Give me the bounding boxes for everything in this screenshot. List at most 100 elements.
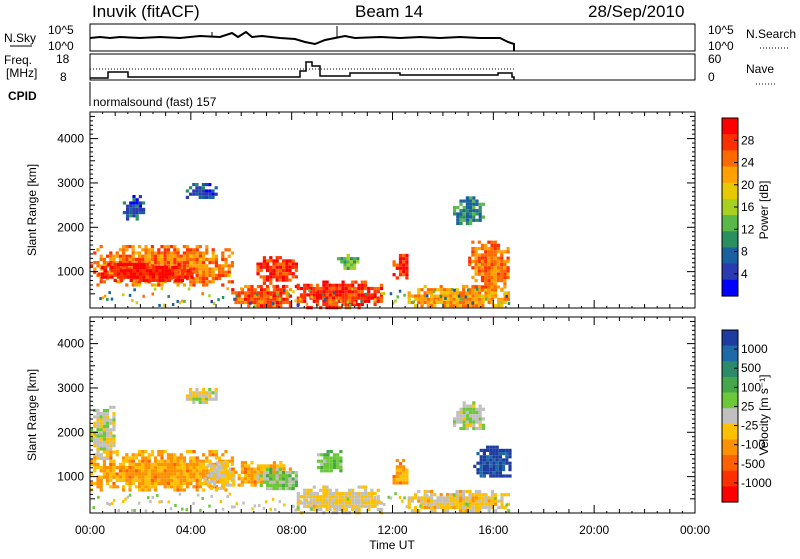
heat-cell-6 xyxy=(407,291,411,295)
heat-cell-8 xyxy=(495,445,499,449)
heat-cell-2 xyxy=(213,480,217,484)
heat-cell-0 xyxy=(163,261,167,265)
power-heatmap xyxy=(90,183,511,310)
heat-cell-0 xyxy=(128,261,132,265)
heat-cell-sparse xyxy=(335,299,338,303)
heat-cell-sparse xyxy=(503,292,506,296)
heat-cell-sparse xyxy=(124,497,127,501)
heat-cell-3 xyxy=(272,461,276,465)
heat-cell-7 xyxy=(423,496,427,500)
heat-cell-11 xyxy=(323,456,327,460)
heat-cell-9 xyxy=(189,186,193,190)
heat-cell-4 xyxy=(325,299,329,303)
heat-cell-5 xyxy=(405,253,409,258)
heat-cell-0 xyxy=(102,466,106,470)
heat-cell-1 xyxy=(96,412,100,416)
heat-cell-4 xyxy=(325,283,329,287)
heat-cell-11 xyxy=(340,260,344,264)
heat-cell-5 xyxy=(312,501,316,505)
heat-cell-sparse xyxy=(160,500,164,504)
heat-cell-7 xyxy=(484,275,488,279)
heat-cell-9 xyxy=(192,192,196,196)
heat-cell-0 xyxy=(173,472,177,476)
heat-cell-8 xyxy=(486,445,490,449)
heat-cell-7 xyxy=(439,499,443,503)
heat-cell-0 xyxy=(202,459,206,463)
heat-cell-7 xyxy=(468,489,472,494)
heat-cell-0 xyxy=(186,475,190,479)
heat-cell-4 xyxy=(354,296,358,300)
nsky-label: N.Sky xyxy=(4,31,36,45)
heat-cell-7 xyxy=(494,509,498,513)
heat-cell-0 xyxy=(138,450,142,454)
heat-cell-8 xyxy=(472,218,476,222)
heat-cell-2 xyxy=(247,297,251,301)
heat-cell-4 xyxy=(262,471,266,475)
heat-cell-2 xyxy=(276,288,280,292)
heat-cell-8 xyxy=(462,218,466,222)
heat-cell-10 xyxy=(205,397,209,401)
heat-cell-7 xyxy=(474,505,478,510)
heat-cell-0 xyxy=(147,472,151,476)
heat-cell-5 xyxy=(338,507,342,512)
heat-cell-2 xyxy=(263,291,267,295)
heat-cell-7 xyxy=(471,285,475,289)
heat-cell-1 xyxy=(152,266,156,270)
heat-cell-0 xyxy=(230,459,234,463)
heat-cell-4 xyxy=(285,477,289,481)
heat-cell-6 xyxy=(395,481,399,485)
heat-cell-0 xyxy=(166,257,170,261)
heat-cell-6 xyxy=(439,300,443,305)
heat-cell-6 xyxy=(455,291,459,295)
heat-cell-6 xyxy=(487,300,491,305)
heat-cell-0 xyxy=(218,264,222,268)
heat-cell-8 xyxy=(495,464,499,468)
heat-cell-0 xyxy=(182,478,186,482)
heat-cell-2 xyxy=(272,288,276,292)
heat-cell-0 xyxy=(147,261,151,265)
heat-cell-8 xyxy=(495,448,499,452)
heat-cell-sparse xyxy=(108,503,111,506)
heat-cell-1 xyxy=(106,418,110,422)
heat-cell-0 xyxy=(186,469,190,473)
y-tick-label: 1000 xyxy=(57,265,84,279)
heat-cell-5 xyxy=(363,488,368,492)
heat-cell-0 xyxy=(208,273,212,277)
heat-cell-0 xyxy=(205,245,209,249)
freq-label: Freq. xyxy=(4,53,32,67)
heat-cell-0 xyxy=(186,261,190,265)
heat-cell-0 xyxy=(173,248,177,252)
heat-cell-11 xyxy=(323,469,327,473)
heat-cell-4 xyxy=(278,471,282,475)
heat-cell-7 xyxy=(480,243,485,247)
heat-cell-7 xyxy=(490,259,494,263)
heat-cell-8 xyxy=(469,199,473,203)
heat-cell-1 xyxy=(109,431,113,435)
colorbar-frame xyxy=(721,329,739,503)
heat-cell-4 xyxy=(272,487,276,491)
heat-cell-7 xyxy=(449,493,453,497)
heat-cell-11 xyxy=(337,257,341,261)
heat-cell-9 xyxy=(478,407,482,411)
heat-cell-2 xyxy=(209,467,213,471)
heat-cell-1 xyxy=(116,272,120,276)
heat-cell-1 xyxy=(90,437,94,441)
heat-cell-6 xyxy=(430,291,434,295)
heat-cell-6 xyxy=(402,474,406,479)
heat-cell-8 xyxy=(486,464,490,468)
heat-cell-4 xyxy=(347,293,352,297)
heat-cell-sparse xyxy=(487,496,490,500)
heat-cell-0 xyxy=(118,254,122,258)
heat-cell-0 xyxy=(179,466,183,470)
heat-cell-7 xyxy=(487,269,491,273)
heat-cell-4 xyxy=(367,290,371,294)
heat-cell-0 xyxy=(131,251,135,255)
heat-cell-0 xyxy=(144,257,148,261)
heat-cell-7 xyxy=(487,259,491,263)
heat-cell-8 xyxy=(472,196,476,200)
colorbar-tick-label: 1000 xyxy=(741,342,768,356)
heat-cell-7 xyxy=(420,505,424,510)
heat-cell-0 xyxy=(205,456,209,460)
heat-cell-4 xyxy=(344,283,348,287)
heat-cell-9 xyxy=(214,192,218,196)
